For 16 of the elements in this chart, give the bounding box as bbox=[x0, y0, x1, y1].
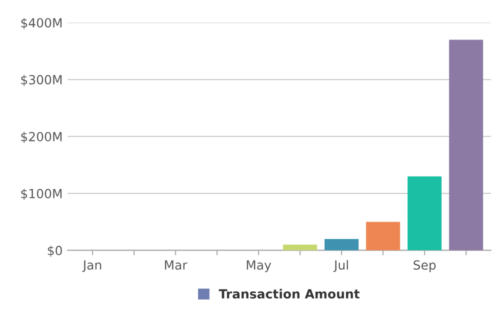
bar bbox=[449, 40, 484, 250]
bar bbox=[408, 176, 442, 250]
x-tick-label: Sep bbox=[414, 260, 436, 272]
x-tick-label: Mar bbox=[164, 260, 188, 270]
y-tick-label: $400M bbox=[21, 18, 62, 30]
y-tick-label: $300M bbox=[21, 74, 62, 86]
text: Transaction Amount bbox=[218, 288, 360, 299]
bar bbox=[324, 238, 359, 250]
x-tick-label: May bbox=[246, 260, 272, 272]
bar bbox=[366, 222, 400, 250]
x-tick-label: Jul bbox=[333, 260, 348, 272]
x-tick-label: Jan bbox=[82, 260, 102, 272]
y-tick-label: $0 bbox=[48, 246, 62, 257]
y-tick-label: $100M bbox=[21, 188, 62, 200]
y-tick-label: $200M bbox=[21, 132, 62, 144]
bar bbox=[283, 244, 318, 250]
